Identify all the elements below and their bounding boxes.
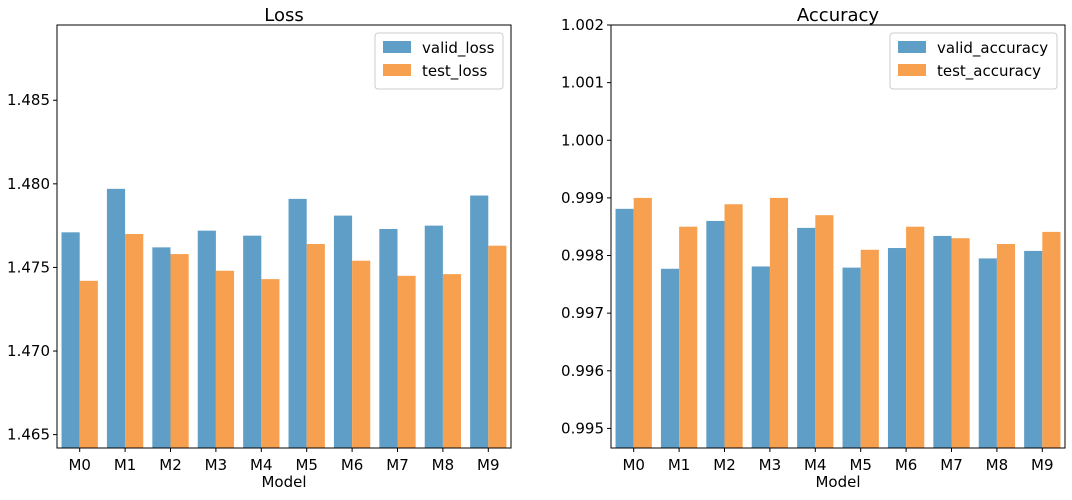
bar-valid_loss-M3 [197,230,216,448]
bar-valid_accuracy-M6 [887,248,907,448]
x-tick-label: M4 [250,456,273,474]
chart-title: Accuracy [797,5,880,26]
bar-valid_accuracy-M9 [1024,250,1043,448]
bar-test_loss-M2 [170,254,189,448]
legend-label-test_loss: test_loss [422,62,487,81]
legend-swatch-test_accuracy [898,64,926,76]
y-tick-label: 0.996 [561,362,604,380]
bar-test_loss-M1 [125,233,144,448]
y-tick-label: 0.999 [561,189,604,207]
x-tick-label: M0 [68,456,91,474]
bar-valid_loss-M2 [152,247,171,448]
bar-test_accuracy-M9 [1042,231,1061,448]
x-tick-label: M8 [986,456,1009,474]
x-tick-label: M9 [1031,456,1054,474]
bar-test_loss-M4 [261,279,280,448]
bar-test_loss-M3 [215,270,235,448]
bar-valid_accuracy-M2 [706,220,725,448]
plot-frame [610,24,1066,449]
bars [615,197,1061,448]
y-tick-label: 1.470 [7,342,50,360]
legend: valid_loss test_loss [374,32,504,90]
bar-test_accuracy-M0 [633,197,652,448]
x-axis-label: Model [261,473,306,491]
y-tick-label: 1.465 [7,426,50,444]
x-tick-label: M5 [849,456,872,474]
bar-valid_accuracy-M1 [660,268,680,448]
x-tick-label: M7 [940,456,963,474]
bar-test_accuracy-M7 [951,238,970,448]
bar-test_loss-M9 [488,245,507,448]
legend-label-valid_accuracy: valid_accuracy [937,39,1048,58]
bar-valid_loss-M6 [333,215,353,448]
x-tick-label: M2 [159,456,182,474]
legend-swatch-test_loss [383,64,411,76]
legend: valid_accuracy test_accuracy [889,32,1058,90]
y-tick-label: 0.995 [561,419,604,437]
y-tick-label: 1.000 [561,131,604,149]
legend-swatch-valid_accuracy [898,41,926,53]
bar-valid_loss-M0 [61,232,80,448]
bar-test_loss-M7 [397,275,416,448]
bar-valid_accuracy-M0 [615,208,634,448]
x-tick-label: M6 [341,456,364,474]
legend-swatch-valid_loss [383,41,411,53]
bar-valid_accuracy-M5 [842,267,861,448]
y-tick-label: 1.485 [7,91,50,109]
x-tick-label: M0 [622,456,645,474]
bar-valid_accuracy-M4 [797,227,816,448]
legend-label-valid_loss: valid_loss [422,39,495,58]
x-tick-label: M2 [713,456,736,474]
bar-valid_loss-M5 [288,198,307,448]
x-tick-label: M3 [759,456,782,474]
y-tick-label: 0.997 [561,304,604,322]
x-tick-label: M1 [114,456,137,474]
bar-test_accuracy-M1 [679,226,698,448]
y-tick-label: 1.001 [561,74,604,92]
x-tick-label: M3 [205,456,228,474]
bar-test_accuracy-M3 [769,197,789,448]
x-axis-label: Model [815,473,860,491]
bar-valid_loss-M7 [379,228,398,448]
bar-test_loss-M5 [306,244,325,448]
y-tick-label: 1.002 [561,16,604,34]
bar-test_loss-M0 [79,280,98,448]
legend-label-test_accuracy: test_accuracy [937,62,1041,81]
loss-chart: Loss Model M0 M1 M2 M3 M4 M5 M6 M7 M8 M9 1.465 1.47… [7,5,512,491]
y-tick-label: 0.998 [561,247,604,265]
x-tick-label: M9 [477,456,500,474]
bar-test_accuracy-M4 [815,215,834,448]
bar-test_accuracy-M2 [724,204,743,448]
bar-test_accuracy-M8 [996,243,1016,448]
bar-valid_loss-M8 [424,225,443,448]
y-tick-label: 1.475 [7,258,50,276]
legend-box [889,32,1058,90]
bar-valid_accuracy-M7 [933,235,952,448]
x-tick-label: M5 [295,456,318,474]
bar-test_accuracy-M5 [860,249,879,448]
x-tick-label: M8 [432,456,455,474]
bar-valid_accuracy-M3 [751,266,770,448]
bar-test_loss-M8 [442,274,462,448]
bar-valid_loss-M1 [106,188,126,448]
x-tick-label: M1 [668,456,691,474]
x-tick-label: M7 [386,456,409,474]
bar-test_loss-M6 [352,260,371,448]
bars [61,188,507,448]
bar-valid_loss-M4 [243,235,262,448]
bar-test_accuracy-M6 [906,226,925,448]
x-tick-label: M4 [804,456,827,474]
chart-title: Loss [264,5,303,26]
plot-frame [56,24,512,449]
x-tick-label: M6 [895,456,918,474]
bar-valid_loss-M9 [470,195,489,448]
bar-valid_accuracy-M8 [978,258,997,448]
accuracy-chart: Accuracy Model M0 M1 M2 M3 M4 M5 M6 M7 M8 M9 0.995… [561,5,1066,491]
y-tick-label: 1.480 [7,175,50,193]
